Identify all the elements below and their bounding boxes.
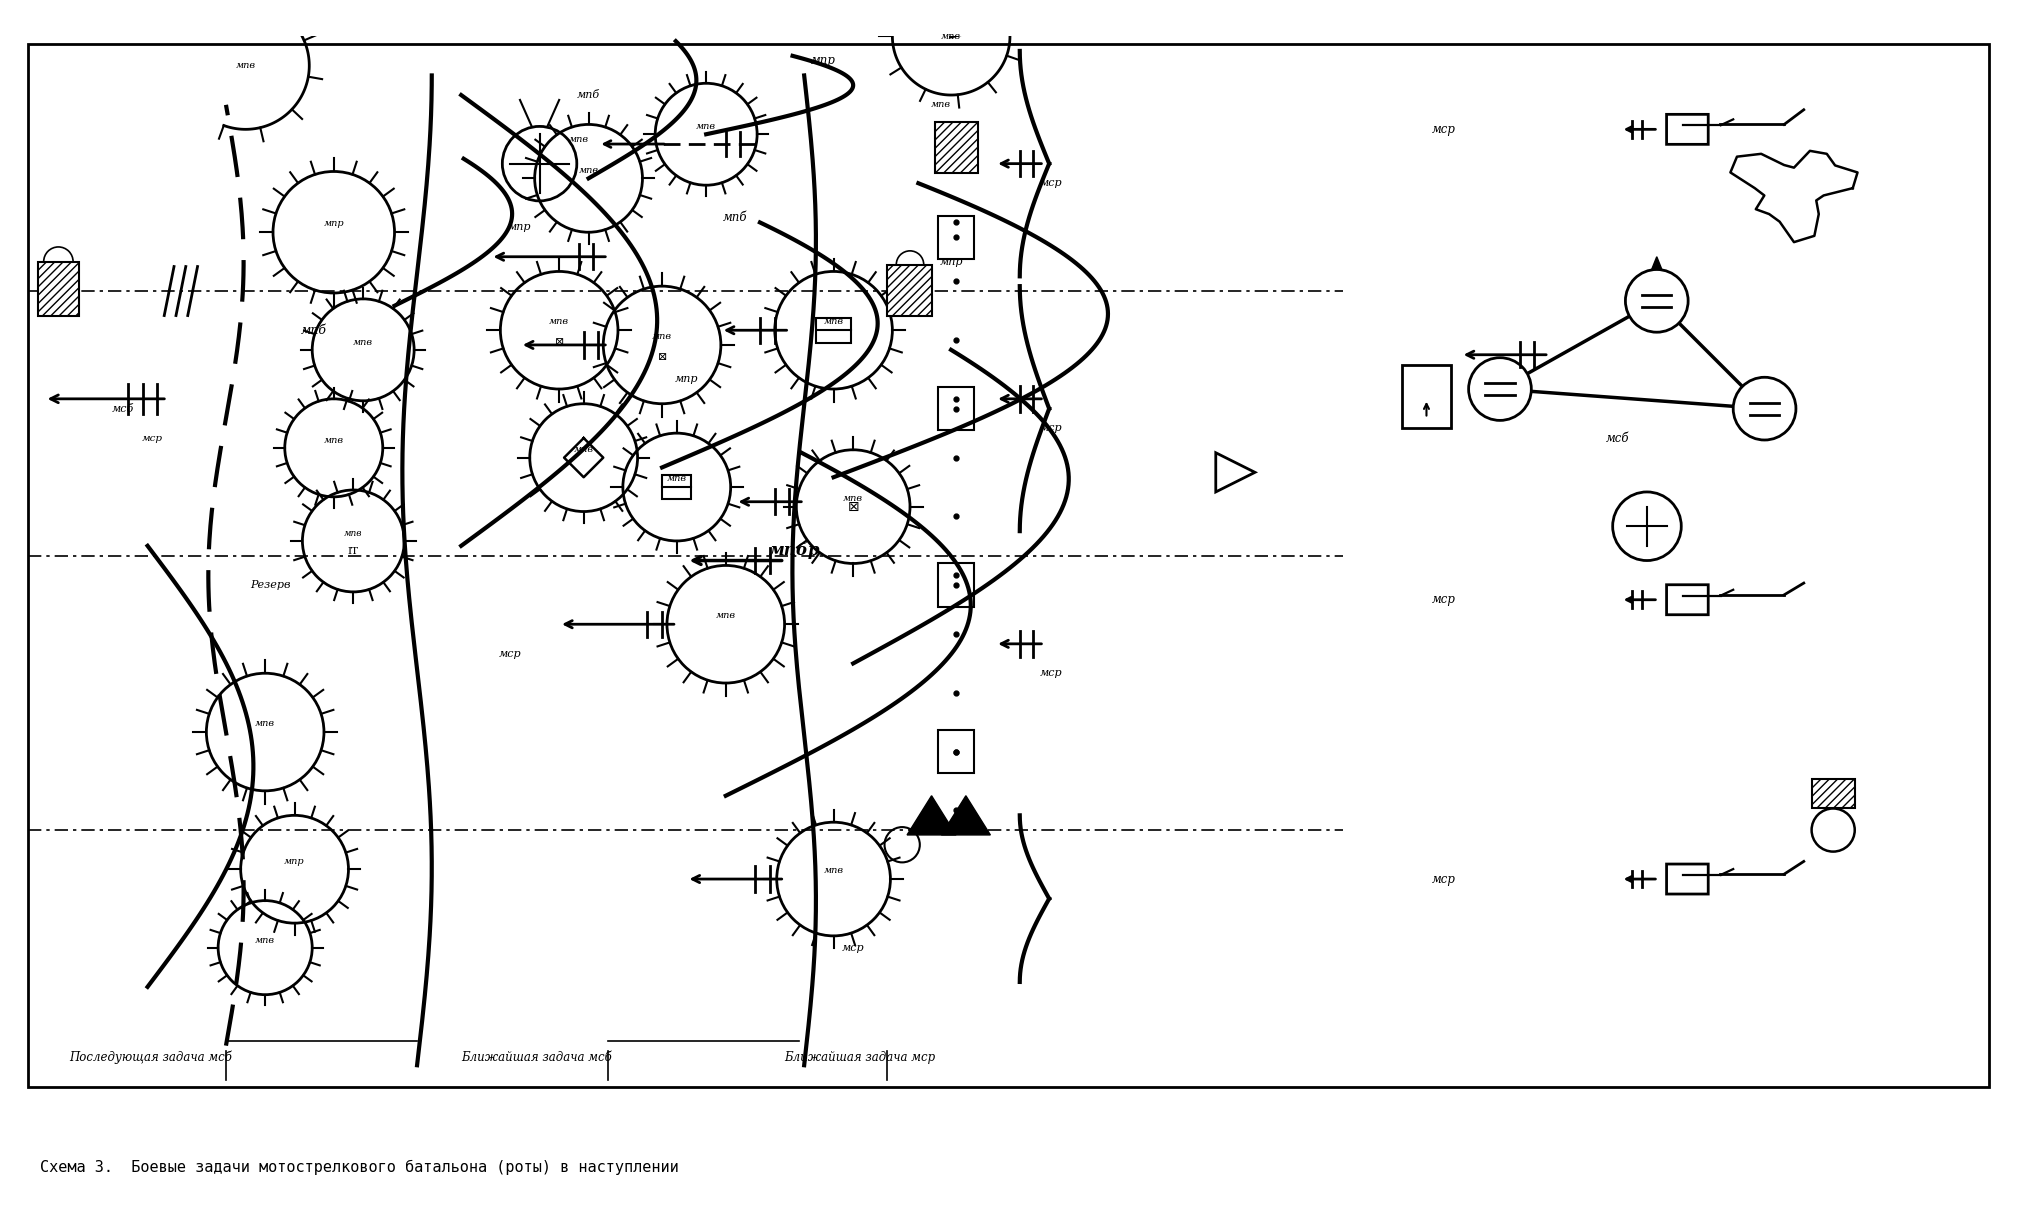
Bar xyxy=(662,475,692,499)
Text: мпв: мпв xyxy=(345,529,363,537)
Text: мср: мср xyxy=(1432,593,1454,607)
Text: Резерв: Резерв xyxy=(250,580,290,590)
Polygon shape xyxy=(1646,257,1668,286)
Text: мпв: мпв xyxy=(651,332,672,340)
Text: мпв: мпв xyxy=(325,437,343,445)
Text: мпб: мпб xyxy=(301,323,327,337)
Text: мср: мср xyxy=(1039,179,1063,188)
Bar xyxy=(1402,365,1450,428)
Text: мпв: мпв xyxy=(668,474,686,484)
Text: мпв: мпв xyxy=(843,494,863,502)
Text: мпв: мпв xyxy=(256,936,274,945)
Text: мпв: мпв xyxy=(696,122,716,131)
Bar xyxy=(887,265,932,315)
Text: мпбр: мпбр xyxy=(768,542,821,559)
Text: мпр: мпр xyxy=(284,856,305,866)
Text: мср: мср xyxy=(1432,873,1454,885)
Bar xyxy=(938,730,974,773)
Polygon shape xyxy=(942,795,990,835)
Text: мсб: мсб xyxy=(1606,432,1630,445)
Text: мпв: мпв xyxy=(236,61,256,71)
Text: мср: мср xyxy=(498,648,522,659)
Text: Ближайшая задача мср: Ближайшая задача мср xyxy=(785,1051,936,1064)
Bar xyxy=(938,563,974,607)
Text: мпв: мпв xyxy=(579,165,599,175)
Text: мпв: мпв xyxy=(942,32,962,41)
Text: мпв: мпв xyxy=(549,317,569,326)
Circle shape xyxy=(1614,492,1682,561)
Polygon shape xyxy=(908,795,956,835)
Text: мпв: мпв xyxy=(716,610,736,620)
Text: мпв: мпв xyxy=(823,317,843,326)
Bar xyxy=(934,123,978,174)
Text: мср: мср xyxy=(1039,669,1063,679)
Text: мпв: мпв xyxy=(823,866,843,876)
Text: мпв: мпв xyxy=(573,445,593,454)
Circle shape xyxy=(1733,377,1795,440)
Text: мсб: мсб xyxy=(113,404,135,413)
Text: мпб: мпб xyxy=(724,212,748,224)
Text: мср: мср xyxy=(141,434,163,443)
Text: Ближайшая задача мсб: Ближайшая задача мсб xyxy=(462,1051,611,1064)
Text: ⊠: ⊠ xyxy=(555,337,565,347)
Text: Схема 3.  Боевые задачи мотострелкового батальона (роты) в наступлении: Схема 3. Боевые задачи мотострелкового б… xyxy=(40,1160,680,1175)
Circle shape xyxy=(1468,358,1531,421)
Text: мпр: мпр xyxy=(940,257,962,266)
Text: мср: мср xyxy=(1039,423,1063,433)
Text: Последующая задача мсб: Последующая задача мсб xyxy=(69,1051,232,1064)
Text: ІТ: ІТ xyxy=(347,547,359,556)
Text: мпр: мпр xyxy=(508,223,532,232)
Text: мпр: мпр xyxy=(323,219,345,227)
Text: ⊠: ⊠ xyxy=(847,500,859,513)
Bar xyxy=(1811,779,1856,809)
Text: мпв: мпв xyxy=(353,338,373,347)
Circle shape xyxy=(1626,270,1688,332)
Text: мпб: мпб xyxy=(577,90,601,100)
Bar xyxy=(938,215,974,259)
Bar xyxy=(938,387,974,430)
Text: мпв: мпв xyxy=(932,101,952,109)
Bar xyxy=(817,317,851,343)
Text: мпр: мпр xyxy=(811,55,837,67)
Text: ⊠: ⊠ xyxy=(658,351,668,361)
Text: мпв: мпв xyxy=(256,719,274,727)
Text: мпр: мпр xyxy=(676,375,698,384)
Text: мср: мср xyxy=(841,942,865,952)
Bar xyxy=(38,261,79,315)
Text: мпв: мпв xyxy=(569,135,589,143)
Text: мср: мср xyxy=(1432,123,1454,136)
